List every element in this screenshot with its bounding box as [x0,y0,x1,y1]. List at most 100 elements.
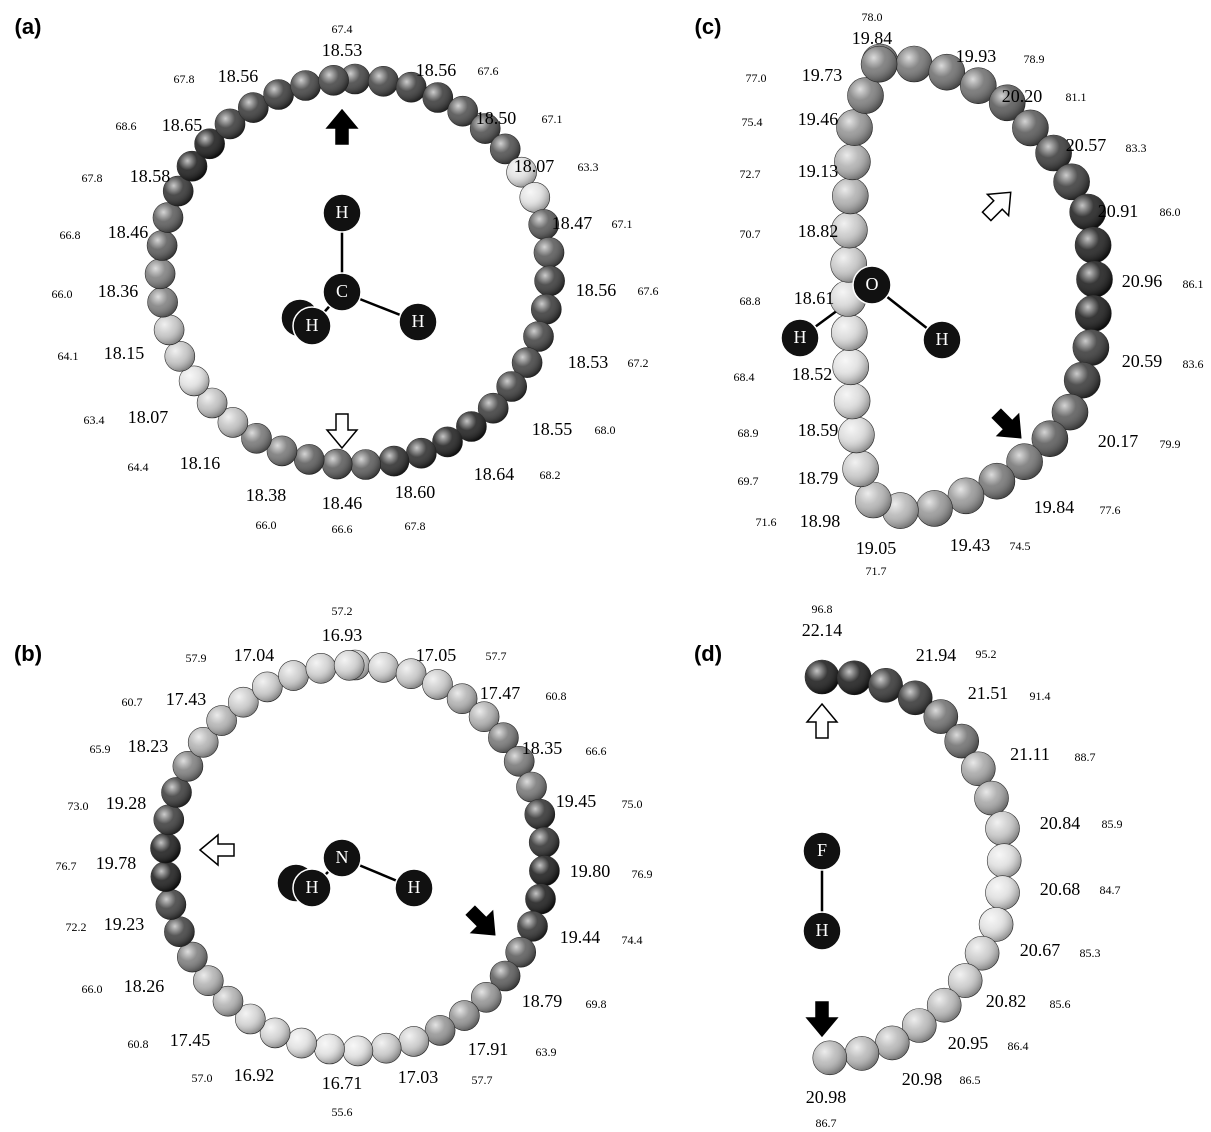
value-label: 18.61 [794,288,835,308]
percent-label: 96.8 [812,602,833,616]
bead-highlight [264,80,294,110]
percent-label: 75.0 [622,797,643,811]
value-label: 18.46 [322,493,363,513]
value-label: 20.98 [902,1069,943,1089]
percent-label: 86.1 [1183,277,1204,291]
bead-highlight [379,446,409,476]
bead-highlight [1077,261,1113,297]
bead-highlight [406,438,436,468]
bead-highlight [371,1033,401,1063]
percent-label: 57.7 [472,1073,493,1087]
percent-label: 63.9 [536,1045,557,1059]
direction-arrow [460,900,505,945]
value-label: 17.45 [170,1030,211,1050]
percent-label: 73.0 [68,799,89,813]
value-label: 21.94 [916,645,957,665]
percent-label: 67.1 [612,217,633,231]
bead-highlight [524,322,554,352]
value-label: 19.73 [802,65,843,85]
bead-highlight [843,451,879,487]
bead-highlight [831,315,867,351]
value-label: 18.58 [130,166,171,186]
percent-label: 78.9 [1024,52,1045,66]
percent-label: 71.7 [866,564,887,578]
value-label: 19.28 [106,793,147,813]
value-label: 18.56 [218,66,259,86]
percent-label: 85.3 [1080,946,1101,960]
bead-highlight [287,1028,317,1058]
value-label: 16.93 [322,625,363,645]
bead-highlight [531,294,561,324]
panel-label: (a) [15,14,42,39]
percent-label: 57.0 [192,1071,213,1085]
bead-highlight [1073,330,1109,366]
bead-highlight [162,777,192,807]
percent-label: 76.9 [632,867,653,881]
percent-label: 64.1 [58,349,79,363]
direction-arrow [327,414,357,448]
value-label: 18.64 [474,464,515,484]
atom-symbol: C [336,281,348,301]
percent-label: 79.9 [1160,437,1181,451]
value-label: 20.20 [1002,86,1043,106]
bead-highlight [805,660,839,694]
percent-label: 88.7 [1075,750,1096,764]
percent-label: 74.5 [1010,539,1031,553]
value-label: 22.14 [802,620,843,640]
direction-arrow [807,1002,837,1036]
percent-label: 71.6 [756,515,777,529]
percent-label: 86.0 [1160,205,1181,219]
percent-label: 57.9 [186,651,207,665]
value-label: 17.47 [480,683,521,703]
value-label: 19.13 [798,161,839,181]
bead-highlight [948,478,984,514]
bead-highlight [961,752,995,786]
value-label: 20.67 [1020,940,1061,960]
percent-label: 67.8 [174,72,195,86]
value-label: 18.26 [124,976,165,996]
bead-highlight [813,1041,847,1075]
percent-label: 72.2 [66,920,87,934]
percent-label: 74.4 [622,933,643,947]
atom-symbol: O [866,274,879,294]
value-label: 18.59 [798,420,839,440]
bead-highlight [1064,362,1100,398]
percent-label: 76.7 [56,859,77,873]
bead-highlight [517,772,547,802]
bead-highlight [837,661,871,695]
value-label: 19.84 [1034,497,1075,517]
value-label: 20.68 [1040,879,1081,899]
percent-label: 67.6 [478,64,499,78]
value-label: 20.98 [806,1087,847,1107]
value-label: 18.07 [514,156,555,176]
bead-highlight [425,1015,455,1045]
percent-label: 60.7 [122,695,143,709]
value-label: 19.45 [556,791,597,811]
atom-symbol: N [336,847,349,867]
percent-label: 66.6 [586,744,607,758]
value-label: 18.52 [792,364,833,384]
bead-highlight [520,182,550,212]
direction-arrow [807,704,837,738]
bead-highlight [845,1036,879,1070]
value-label: 18.56 [576,280,617,300]
percent-label: 78.0 [862,10,883,24]
bead-highlight [1075,227,1111,263]
value-label: 18.50 [476,108,517,128]
percent-label: 60.8 [128,1037,149,1051]
bead-highlight [279,661,309,691]
atom-symbol: H [336,202,349,222]
bead-highlight [834,144,870,180]
atom-symbol: H [936,329,949,349]
bead-highlight [291,71,321,101]
bead-highlight [869,668,903,702]
value-label: 20.82 [986,991,1027,1011]
percent-label: 72.7 [740,167,761,181]
percent-label: 65.9 [90,742,111,756]
percent-label: 85.9 [1102,817,1123,831]
value-label: 18.65 [162,115,203,135]
value-label: 20.59 [1122,351,1163,371]
value-label: 16.71 [322,1073,363,1093]
percent-label: 69.7 [738,474,759,488]
direction-arrow [976,182,1021,227]
